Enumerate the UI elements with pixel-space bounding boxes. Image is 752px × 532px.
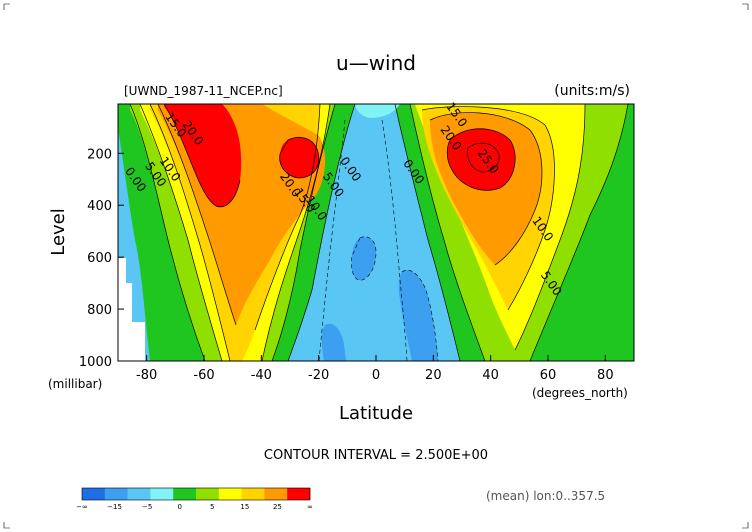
- x-tick-label: -20: [308, 368, 329, 383]
- contour-interval-note: CONTOUR INTERVAL = 2.500E+00: [264, 448, 488, 463]
- colorbar-swatch: [287, 488, 311, 500]
- easterly-patch-3: [321, 323, 346, 361]
- contour-lines: [129, 104, 629, 361]
- missing-data-region: [118, 258, 145, 361]
- y-tick-label: 800: [87, 303, 112, 318]
- colorbar-label: 15: [240, 503, 249, 511]
- y-tick-label: 1000: [79, 355, 112, 370]
- colorbar-swatch: [264, 488, 288, 500]
- x-axis-title: Latitude: [339, 403, 413, 424]
- colorbar-swatch: [127, 488, 151, 500]
- sh-secondary-core: [279, 137, 319, 178]
- colorbar-label: −15: [107, 503, 122, 511]
- y-tick-label: 400: [87, 199, 112, 214]
- colorbar-label: 25: [273, 503, 282, 511]
- x-tick-label: -80: [136, 368, 157, 383]
- dataset-label: [UWND_1987-11_NCEP.nc]: [124, 84, 283, 98]
- x-tick-label: 20: [425, 368, 442, 383]
- y-axis-title: Level: [48, 208, 69, 256]
- colorbar-label: −∞: [76, 503, 88, 511]
- colorbar-label: −5: [142, 503, 152, 511]
- colorbar-swatch: [104, 488, 128, 500]
- upper-easterly: [355, 104, 400, 118]
- x-axis: -80 -60 -40 -20 0 20 40 60 80: [136, 355, 614, 383]
- y-tick-label: 600: [87, 251, 112, 266]
- colorbar-swatch: [82, 488, 106, 500]
- colorbar-swatch: [241, 488, 265, 500]
- colorbar-label: 5: [210, 503, 214, 511]
- contour-field: [118, 104, 634, 361]
- colorbar-frame: [81, 487, 311, 501]
- negative-contours: [318, 119, 439, 361]
- x-tick-label: 60: [540, 368, 557, 383]
- x-tick-label: -40: [251, 368, 272, 383]
- colorbar: −∞ −15 −5 0 5 15 25 ∞: [76, 487, 313, 511]
- x-tick-label: 80: [597, 368, 614, 383]
- units-label: (units:m/s): [554, 83, 630, 99]
- colorbar-swatch: [196, 488, 220, 500]
- x-tick-label: 40: [482, 368, 499, 383]
- y-tick-label: 200: [87, 147, 112, 162]
- mean-note: (mean) lon:0..357.5: [486, 489, 605, 503]
- colorbar-label: 0: [177, 503, 181, 511]
- colorbar-swatch: [218, 488, 242, 500]
- crop-marks: [3, 3, 749, 529]
- x-tick-label: -60: [193, 368, 214, 383]
- chart-title: u—wind: [336, 51, 416, 75]
- y-unit-label: (millibar): [48, 377, 102, 391]
- colorbar-label: ∞: [307, 503, 313, 511]
- easterly-patch-2: [398, 270, 438, 361]
- x-unit-label: (degrees_north): [532, 386, 628, 400]
- colorbar-swatch: [173, 488, 197, 500]
- colorbar-swatch: [150, 488, 174, 500]
- x-tick-label: 0: [372, 368, 380, 383]
- nh-jet-core: [447, 128, 516, 191]
- sh-jet-core: [164, 104, 242, 207]
- easterly-patch-1: [351, 236, 376, 281]
- y-axis: 200 400 600 800 1000: [79, 147, 124, 370]
